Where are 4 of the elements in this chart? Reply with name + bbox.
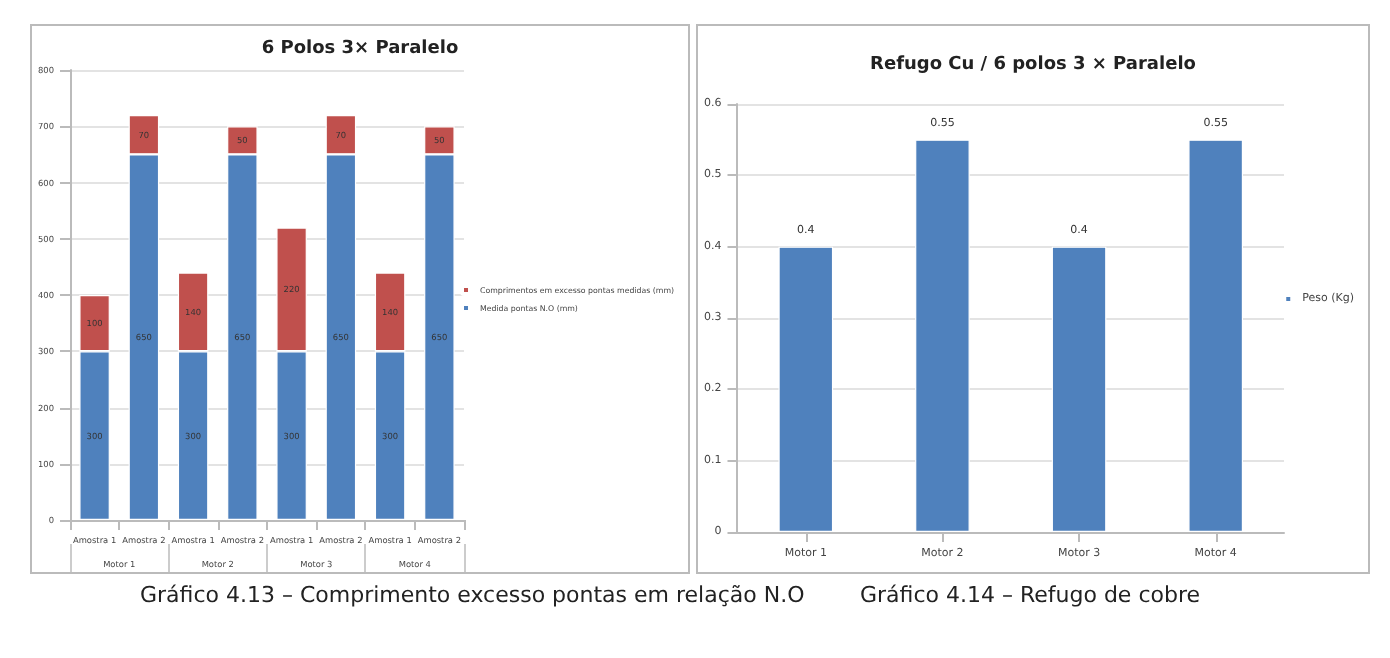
chart-title: Refugo Cu / 6 polos 3 × Paralelo (870, 55, 1196, 75)
text: Gráfico 4.13 – Comprimento excesso pontas em relação N.O (140, 582, 805, 608)
chart-title: 6 Polos 3× Paralelo (261, 39, 459, 59)
text: Gráfico 4.14 – Refugo de cobre (860, 582, 1201, 608)
